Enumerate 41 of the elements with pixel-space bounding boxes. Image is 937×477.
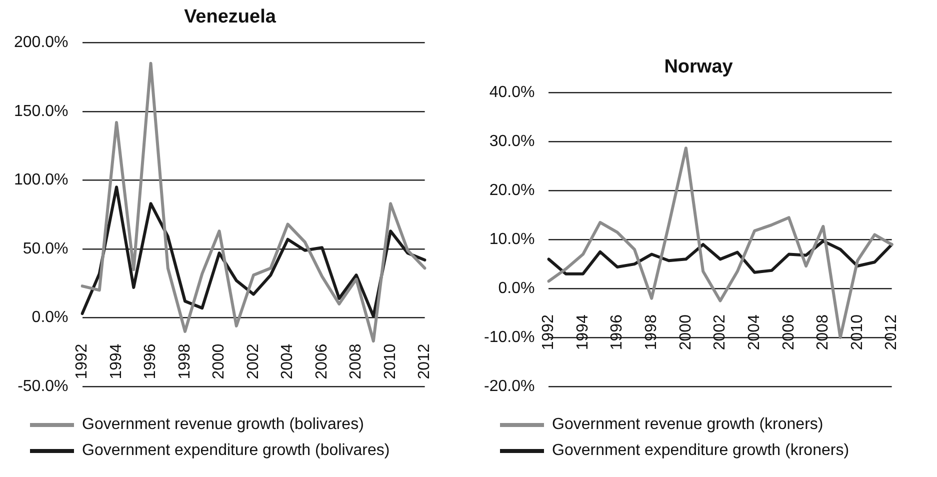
y-tick-label: -10.0%: [484, 328, 535, 346]
y-tick-label: -20.0%: [484, 378, 535, 395]
legend-label: Government revenue growth (kroners): [552, 416, 824, 434]
x-tick-label: 2010: [382, 344, 399, 380]
x-tick-label: 2012: [416, 344, 434, 380]
chart-title: Venezuela: [184, 6, 276, 28]
x-tick-label: 2006: [313, 344, 330, 380]
x-tick-label: 2010: [848, 314, 866, 350]
x-tick-label: 1994: [574, 314, 592, 350]
x-tick-label: 2012: [883, 314, 900, 350]
x-tick-label: 1992: [74, 344, 91, 380]
x-tick-label: 2000: [210, 344, 228, 380]
chart-title: Norway: [664, 56, 734, 78]
x-tick-label: 1992: [540, 314, 558, 350]
y-tick-label: 10.0%: [489, 231, 535, 248]
legend-label: Government revenue growth (bolivares): [82, 416, 364, 434]
y-tick-label: 50.0%: [22, 240, 68, 258]
x-tick-label: 2008: [348, 344, 365, 380]
y-tick-label: 200.0%: [14, 34, 68, 52]
x-tick-label: 1996: [142, 344, 160, 380]
x-tick-label: 2000: [677, 314, 694, 350]
legend-label: Government expenditure growth (kroners): [552, 442, 850, 460]
y-tick-label: 150.0%: [14, 102, 68, 120]
y-tick-label: 0.0%: [498, 280, 535, 297]
x-tick-label: 2002: [244, 344, 262, 380]
x-tick-label: 1998: [176, 344, 194, 380]
y-tick-label: 40.0%: [489, 84, 535, 102]
y-tick-label: 30.0%: [489, 133, 535, 150]
x-tick-label: 2002: [712, 314, 729, 350]
x-tick-label: 1996: [608, 314, 626, 350]
x-tick-label: 1998: [643, 314, 660, 350]
y-tick-label: -50.0%: [18, 378, 68, 395]
y-tick-label: 0.0%: [32, 309, 68, 326]
x-tick-label: 2006: [780, 314, 798, 350]
y-tick-label: 20.0%: [489, 182, 535, 200]
x-tick-label: 2004: [279, 344, 296, 380]
y-tick-label: 100.0%: [14, 172, 68, 189]
legend-label: Government expenditure growth (bolivares): [82, 442, 390, 460]
x-tick-label: 2004: [746, 314, 763, 350]
x-tick-label: 2008: [814, 314, 832, 350]
x-tick-label: 1994: [108, 344, 125, 380]
